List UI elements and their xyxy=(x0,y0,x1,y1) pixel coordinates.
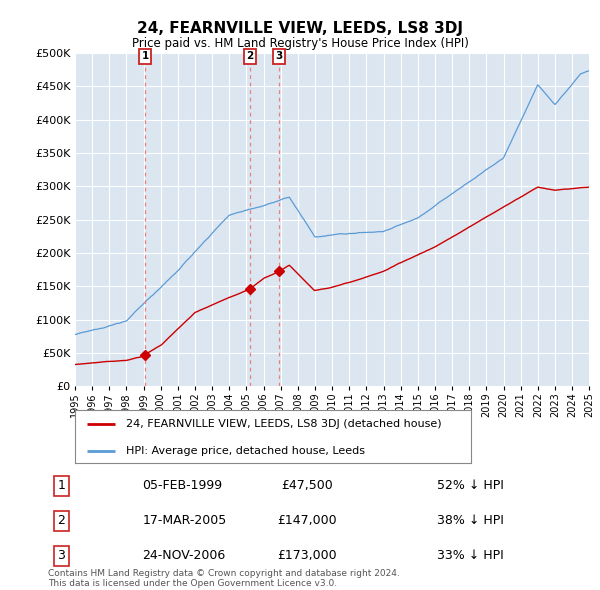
Text: 1: 1 xyxy=(58,479,65,492)
Text: 24, FEARNVILLE VIEW, LEEDS, LS8 3DJ: 24, FEARNVILLE VIEW, LEEDS, LS8 3DJ xyxy=(137,21,463,35)
Text: 17-MAR-2005: 17-MAR-2005 xyxy=(143,514,227,527)
Text: HPI: Average price, detached house, Leeds: HPI: Average price, detached house, Leed… xyxy=(127,447,365,457)
Text: 2: 2 xyxy=(58,514,65,527)
Text: 24-NOV-2006: 24-NOV-2006 xyxy=(143,549,226,562)
Text: 38% ↓ HPI: 38% ↓ HPI xyxy=(437,514,503,527)
Text: 3: 3 xyxy=(275,51,283,61)
Text: 52% ↓ HPI: 52% ↓ HPI xyxy=(437,479,503,492)
Text: 05-FEB-1999: 05-FEB-1999 xyxy=(143,479,223,492)
Text: £147,000: £147,000 xyxy=(277,514,337,527)
Text: Contains HM Land Registry data © Crown copyright and database right 2024.
This d: Contains HM Land Registry data © Crown c… xyxy=(48,569,400,588)
Text: 1: 1 xyxy=(142,51,149,61)
Text: Price paid vs. HM Land Registry's House Price Index (HPI): Price paid vs. HM Land Registry's House … xyxy=(131,37,469,50)
Text: £173,000: £173,000 xyxy=(277,549,337,562)
Text: 33% ↓ HPI: 33% ↓ HPI xyxy=(437,549,503,562)
Text: 3: 3 xyxy=(58,549,65,562)
Text: 2: 2 xyxy=(247,51,254,61)
Text: 24, FEARNVILLE VIEW, LEEDS, LS8 3DJ (detached house): 24, FEARNVILLE VIEW, LEEDS, LS8 3DJ (det… xyxy=(127,419,442,430)
Text: £47,500: £47,500 xyxy=(281,479,333,492)
